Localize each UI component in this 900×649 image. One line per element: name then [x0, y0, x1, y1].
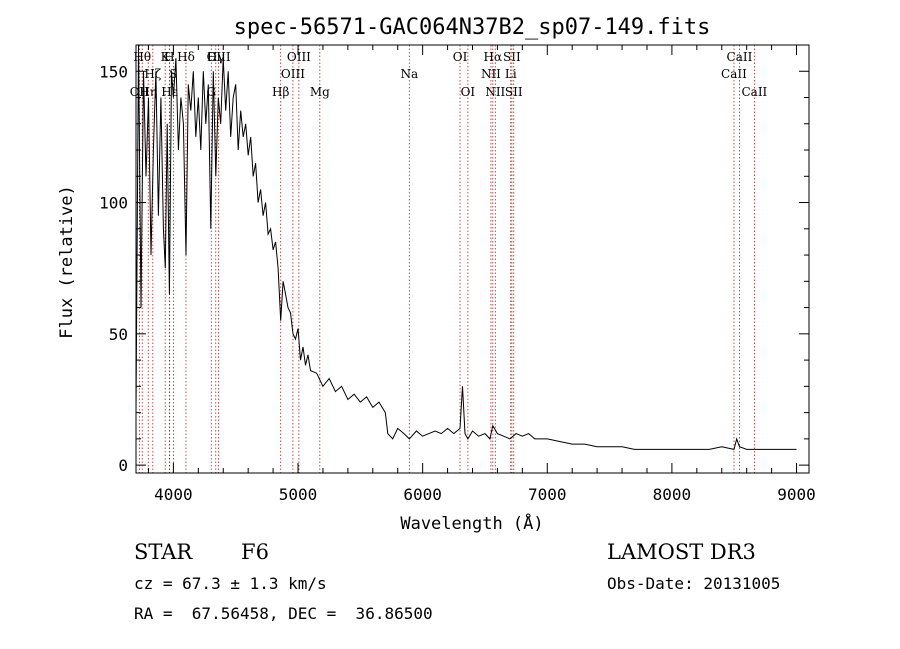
spectral-line-label: NII: [485, 85, 505, 99]
spectral-line-label: SII: [503, 50, 521, 64]
y-axis-label: Flux (relative): [57, 185, 77, 339]
y-tick-label: 50: [109, 325, 128, 344]
spectral-line-label: Hδ: [177, 50, 195, 64]
spectral-line-label: NII: [481, 67, 501, 81]
y-tick-label: 0: [118, 456, 128, 475]
spectral-line-label: CaII: [727, 50, 753, 64]
spectral-line-label: G: [206, 85, 216, 99]
spectral-line-label: Li: [505, 67, 517, 81]
spectral-line-label: Hβ: [272, 85, 289, 99]
x-tick-label: 5000: [279, 485, 318, 504]
spectral-line-label: K: [161, 50, 171, 64]
object-subclass: F6: [241, 540, 269, 564]
spectrum-series-line: [135, 44, 797, 450]
chart-title: spec-56571-GAC064N37B2_sp07-149.fits: [234, 15, 711, 40]
spectral-line-label: Hζ: [144, 67, 161, 81]
spectral-line-label: Hε: [161, 85, 178, 99]
spectral-line-label: OI: [461, 85, 476, 99]
x-tick-label: 4000: [154, 485, 193, 504]
spectral-line-label: Na: [400, 67, 418, 81]
spectral-line-label: CaII: [721, 67, 747, 81]
y-tick-label: 150: [99, 62, 128, 81]
spectral-line-label: OIII: [281, 67, 305, 81]
survey-name: LAMOST DR3: [607, 540, 756, 564]
observation-date: Obs-Date: 20131005: [607, 574, 781, 593]
spectral-line-label: OIII: [287, 50, 311, 64]
spectral-line-label: S: [169, 67, 177, 81]
spectral-line-label: CaII: [741, 85, 767, 99]
spectral-line-label: Hη: [139, 85, 157, 99]
spectral-line-label: Hθ: [133, 50, 151, 64]
axis-ticks: 4000 5000 6000 7000 8000 9000 0 50 100 150: [99, 45, 816, 504]
spectral-line-label: OI: [453, 50, 468, 64]
spectral-line-label: Mg: [310, 85, 330, 99]
object-class: STAR: [134, 540, 193, 564]
spectral-line-label: OIII: [207, 50, 231, 64]
redshift-velocity: cz = 67.3 ± 1.3 km/s: [134, 574, 327, 593]
spectral-line-label: Hγ: [207, 50, 225, 64]
x-tick-label: 8000: [653, 485, 692, 504]
y-tick-label: 100: [99, 194, 128, 213]
x-tick-label: 9000: [777, 485, 816, 504]
coordinates: RA = 67.56458, DEC = 36.86500: [134, 604, 433, 623]
x-axis-label: Wavelength (Å): [400, 512, 543, 534]
spectral-line-label: Hα: [484, 50, 503, 64]
x-tick-label: 6000: [403, 485, 442, 504]
x-tick-label: 7000: [528, 485, 567, 504]
spectral-line-label: SII: [505, 85, 523, 99]
